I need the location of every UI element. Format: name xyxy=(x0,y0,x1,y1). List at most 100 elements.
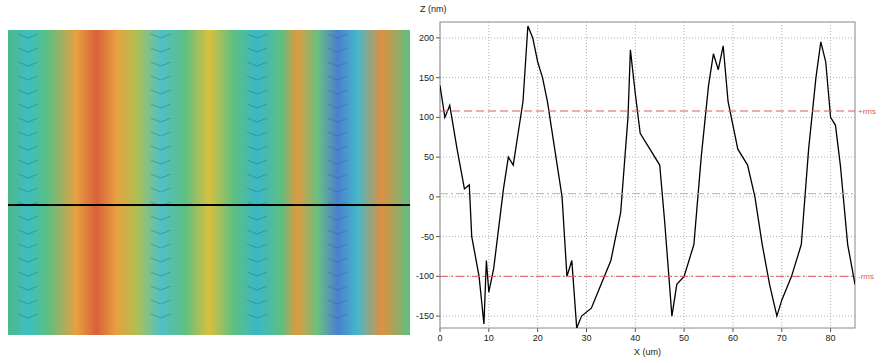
grid-line xyxy=(440,236,855,237)
reference-line xyxy=(440,193,855,194)
tick-label: 80 xyxy=(826,333,836,343)
texture-mark xyxy=(328,62,348,66)
axes: -150-100-5005010015020001020304050607080 xyxy=(416,22,855,343)
texture-mark xyxy=(247,62,267,66)
texture-mark xyxy=(151,300,171,304)
texture-mark xyxy=(151,132,171,136)
texture-mark xyxy=(328,34,348,38)
tick xyxy=(781,328,782,332)
line-label: +rms xyxy=(858,107,876,116)
grid-line xyxy=(440,37,855,38)
texture-mark xyxy=(151,90,171,94)
tick xyxy=(537,328,538,332)
texture-mark xyxy=(247,258,267,262)
tick-label: 200 xyxy=(419,33,434,43)
tick-label: -100 xyxy=(416,271,434,281)
texture-mark xyxy=(151,118,171,122)
texture-mark xyxy=(328,160,348,164)
texture-mark xyxy=(18,174,38,178)
texture-mark xyxy=(247,132,267,136)
texture-mark xyxy=(151,62,171,66)
tick xyxy=(436,316,440,317)
plot-frame xyxy=(440,22,855,328)
texture-mark xyxy=(328,272,348,276)
texture-mark xyxy=(151,188,171,192)
texture-mark xyxy=(247,272,267,276)
texture-mark xyxy=(328,286,348,290)
texture-mark xyxy=(18,258,38,262)
texture-mark xyxy=(328,314,348,318)
grid-line xyxy=(586,22,587,328)
texture-mark xyxy=(18,146,38,150)
grid-line xyxy=(440,316,855,317)
texture-mark xyxy=(328,230,348,234)
axis-title: X (um) xyxy=(634,347,661,357)
texture-mark xyxy=(328,300,348,304)
profile-line xyxy=(440,26,855,328)
texture-mark xyxy=(18,62,38,66)
texture-mark xyxy=(151,272,171,276)
axis-title: Z (nm) xyxy=(420,4,447,14)
texture-mark xyxy=(18,160,38,164)
grid-line xyxy=(440,157,855,158)
tick xyxy=(436,236,440,237)
texture-mark xyxy=(18,244,38,248)
texture-mark xyxy=(18,314,38,318)
tick-label: 40 xyxy=(630,333,640,343)
tick-label: 10 xyxy=(484,333,494,343)
tick xyxy=(440,328,441,332)
texture-mark xyxy=(151,160,171,164)
figure: -150-100-5005010015020001020304050607080… xyxy=(0,0,886,363)
line-label: -rms xyxy=(858,272,874,281)
tick xyxy=(436,117,440,118)
tick xyxy=(586,328,587,332)
data xyxy=(440,26,855,328)
tick xyxy=(436,37,440,38)
tick xyxy=(488,328,489,332)
grid-line xyxy=(537,22,538,328)
texture-mark xyxy=(18,48,38,52)
texture-mark xyxy=(328,48,348,52)
texture-mark xyxy=(247,188,267,192)
texture-mark xyxy=(328,258,348,262)
texture-mark xyxy=(18,76,38,80)
texture-mark xyxy=(151,216,171,220)
texture-mark xyxy=(328,216,348,220)
texture-mark xyxy=(247,174,267,178)
tick xyxy=(436,77,440,78)
grid-line xyxy=(635,22,636,328)
texture-mark xyxy=(328,76,348,80)
texture-mark xyxy=(18,286,38,290)
texture-mark xyxy=(151,104,171,108)
texture-mark xyxy=(18,34,38,38)
tick-label: 150 xyxy=(419,73,434,83)
texture-mark xyxy=(328,188,348,192)
texture-mark xyxy=(247,300,267,304)
tick-label: -150 xyxy=(416,311,434,321)
texture-mark xyxy=(151,174,171,178)
texture-mark xyxy=(247,314,267,318)
texture-mark xyxy=(18,216,38,220)
texture-mark xyxy=(247,216,267,220)
texture-mark xyxy=(151,230,171,234)
texture-mark xyxy=(151,258,171,262)
texture-mark xyxy=(18,300,38,304)
texture-mark xyxy=(18,230,38,234)
tick-label: 30 xyxy=(581,333,591,343)
texture-mark xyxy=(247,160,267,164)
height-map-texture xyxy=(18,34,348,318)
profile-cut-line xyxy=(8,204,410,206)
tick-label: 70 xyxy=(777,333,787,343)
line-labels: +rms -rms xyxy=(858,107,876,281)
tick xyxy=(830,328,831,332)
texture-mark xyxy=(18,272,38,276)
texture-mark xyxy=(18,90,38,94)
texture-mark xyxy=(151,76,171,80)
texture-mark xyxy=(247,244,267,248)
reference-line xyxy=(440,276,855,277)
tick-label: -50 xyxy=(421,232,434,242)
tick-label: 50 xyxy=(424,152,434,162)
texture-mark xyxy=(18,118,38,122)
tick-label: 0 xyxy=(429,192,434,202)
texture-mark xyxy=(18,188,38,192)
